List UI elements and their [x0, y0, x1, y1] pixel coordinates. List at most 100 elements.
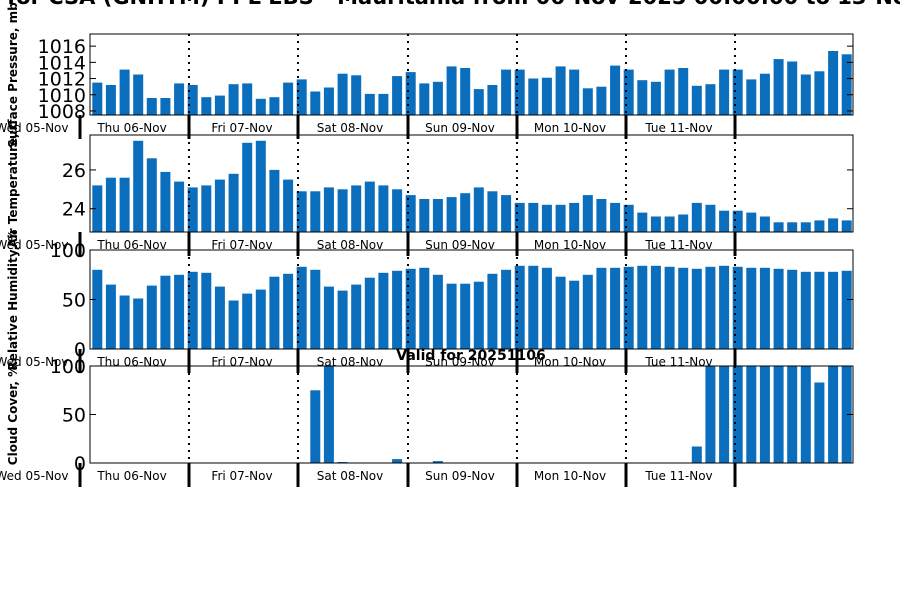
day-label: Wed 05-Nov	[0, 469, 69, 483]
bar	[160, 275, 171, 349]
bar	[214, 286, 225, 349]
bar	[623, 204, 634, 232]
bar	[242, 293, 253, 349]
day-label: Mon 10-Nov	[534, 469, 606, 483]
bar	[528, 78, 539, 115]
bar	[337, 73, 348, 115]
bar	[228, 173, 239, 232]
bar	[664, 69, 675, 115]
bar	[392, 459, 403, 463]
bar	[541, 77, 552, 115]
bar	[378, 93, 389, 115]
bar	[705, 366, 716, 463]
bar	[814, 220, 825, 232]
bar	[487, 273, 498, 349]
bar	[242, 83, 253, 115]
bar	[514, 265, 525, 349]
day-label: Mon 10-Nov	[534, 238, 606, 252]
bar	[800, 222, 811, 232]
bar	[105, 177, 116, 232]
bar	[705, 204, 716, 232]
panel-3: 050100Relative Humidity, %Wed 05-NovThu …	[0, 230, 854, 373]
bar	[650, 265, 661, 349]
y-axis-label: Cloud Cover, %	[6, 365, 20, 465]
bar	[92, 82, 103, 115]
bar	[228, 84, 239, 115]
bar	[678, 267, 689, 349]
bar	[650, 81, 661, 115]
bar	[174, 83, 185, 115]
bar	[378, 185, 389, 232]
bar	[473, 281, 484, 349]
bar	[596, 86, 607, 115]
panel-frame	[89, 134, 854, 233]
bar	[323, 286, 334, 349]
bar	[378, 272, 389, 349]
bar	[473, 187, 484, 232]
day-label: Wed 05-Nov	[0, 238, 69, 252]
bar	[841, 366, 852, 463]
bar	[405, 268, 416, 349]
bar	[555, 66, 566, 115]
bar	[637, 80, 648, 115]
bar	[146, 158, 157, 232]
bar	[828, 218, 839, 232]
day-label: Sun 09-Nov	[425, 238, 495, 252]
bar	[283, 179, 294, 232]
bar	[514, 202, 525, 232]
bar	[269, 97, 280, 115]
bar	[841, 270, 852, 349]
y-axis-label: Air Temperature, C	[6, 120, 20, 248]
bar	[691, 85, 702, 115]
bar	[405, 72, 416, 115]
bar	[541, 267, 552, 349]
y-tick-label: 26	[62, 160, 86, 182]
bar	[119, 177, 130, 232]
bar	[133, 74, 144, 115]
bar	[432, 461, 443, 463]
bar	[637, 265, 648, 349]
bar	[814, 382, 825, 463]
bar	[528, 265, 539, 349]
bar	[610, 65, 621, 115]
bar	[828, 366, 839, 463]
bar	[814, 71, 825, 115]
bar	[310, 191, 321, 232]
day-label: Tue 11-Nov	[644, 469, 712, 483]
bar	[174, 181, 185, 232]
bar	[296, 191, 307, 232]
bar	[201, 97, 212, 115]
day-label: Sun 09-Nov	[425, 469, 495, 483]
y-tick-label: 100	[50, 240, 86, 262]
day-label: Sun 09-Nov	[425, 121, 495, 135]
bar	[514, 69, 525, 115]
bar	[460, 283, 471, 349]
bar	[501, 69, 512, 115]
bar	[201, 272, 212, 349]
bar	[473, 89, 484, 115]
day-label: Mon 10-Nov	[534, 121, 606, 135]
bar	[637, 212, 648, 232]
bar	[337, 189, 348, 232]
bar	[364, 93, 375, 115]
bar	[146, 285, 157, 349]
y-tick-label: 1016	[38, 36, 86, 58]
bar	[255, 289, 266, 349]
bar	[501, 195, 512, 232]
bar	[787, 222, 798, 232]
bar	[105, 284, 116, 349]
bar	[650, 216, 661, 232]
bar	[364, 181, 375, 232]
day-label: Fri 07-Nov	[211, 469, 272, 483]
day-label: Wed 05-Nov	[0, 355, 69, 369]
y-tick-label: 1010	[38, 85, 86, 107]
bar	[664, 216, 675, 232]
bar	[841, 220, 852, 232]
bar	[841, 54, 852, 116]
bar	[691, 202, 702, 232]
bar	[787, 366, 798, 463]
